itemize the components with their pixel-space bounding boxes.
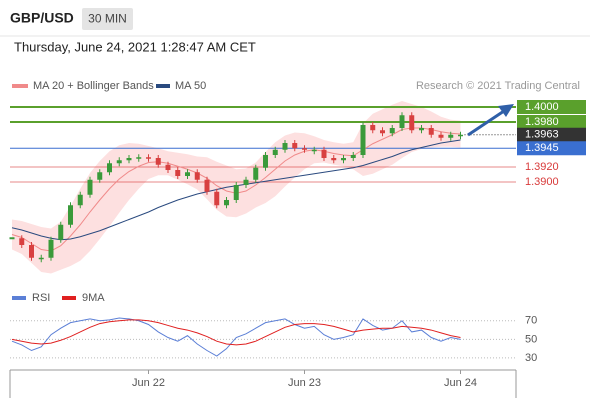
candle <box>107 163 112 173</box>
datetime: Thursday, June 24, 2021 1:28:47 AM CET <box>14 39 256 54</box>
level-box <box>517 100 586 114</box>
candle <box>360 125 366 155</box>
candle <box>38 257 44 260</box>
legend-label: MA 50 <box>175 80 206 92</box>
candle <box>194 172 200 180</box>
candle <box>380 130 385 134</box>
candle <box>292 143 298 149</box>
candle <box>243 179 249 185</box>
level-label: 1.3980 <box>525 116 559 128</box>
legend-label: MA 20 + Bollinger Bands <box>33 80 154 92</box>
y-tick-label: 50 <box>525 333 537 345</box>
candle <box>428 128 434 135</box>
candle <box>253 167 259 180</box>
x-tick-label: Jun 22 <box>132 377 165 389</box>
x-tick-label: Jun 23 <box>288 377 321 389</box>
candle <box>77 194 83 206</box>
candle <box>175 170 181 176</box>
candle <box>224 200 229 206</box>
interval: 30 MIN <box>88 12 127 26</box>
credit: Research © 2021 Trading Central <box>416 80 580 92</box>
level-box <box>517 115 586 129</box>
level-label: 1.3945 <box>525 142 559 154</box>
candle <box>399 115 405 128</box>
candle <box>185 172 190 176</box>
series-line <box>11 317 461 357</box>
candle <box>68 205 73 225</box>
candle <box>370 125 376 131</box>
candle <box>87 179 93 195</box>
y-tick-label: 70 <box>525 315 537 327</box>
candle <box>389 128 395 134</box>
candle <box>321 149 327 158</box>
legend-label: RSI <box>32 292 50 304</box>
level-label: 1.3920 <box>525 161 559 173</box>
level-label: 1.3963 <box>525 129 559 141</box>
candle <box>165 164 171 170</box>
x-tick-label: Jun 24 <box>444 377 477 389</box>
candle <box>302 148 307 150</box>
candle <box>48 239 54 258</box>
candle <box>155 158 161 165</box>
candle <box>146 157 151 159</box>
candle <box>341 158 346 161</box>
candle <box>204 179 210 192</box>
candle <box>448 134 454 138</box>
level-label: 1.3900 <box>525 176 559 188</box>
candle <box>136 157 142 159</box>
candle <box>58 224 64 240</box>
candle <box>282 143 288 150</box>
legend-label: 9MA <box>82 292 105 304</box>
symbol: GBP/USD <box>10 10 74 26</box>
rsi-panel: RSI 9MA 30 50 70 Jun 22 Jun 23 Jun 24 <box>9 292 537 398</box>
candle <box>29 245 34 258</box>
y-tick-label: 30 <box>525 352 537 364</box>
candle <box>263 155 268 168</box>
current-price-box <box>517 127 586 142</box>
candle <box>350 155 356 158</box>
candle <box>438 134 444 138</box>
candle <box>97 172 103 180</box>
candle <box>214 191 220 206</box>
candle <box>116 160 122 164</box>
candle <box>126 158 132 161</box>
trend-arrowhead <box>498 104 514 117</box>
candle <box>409 115 415 131</box>
candle <box>233 185 239 200</box>
level-label: 1.4000 <box>525 101 559 113</box>
level-box <box>517 141 586 156</box>
series-line <box>11 319 461 346</box>
candle <box>9 237 15 240</box>
candle <box>272 149 278 155</box>
candle <box>331 158 337 161</box>
candle <box>19 238 25 245</box>
trend-arrow <box>467 109 505 137</box>
candle <box>419 128 424 131</box>
candle <box>311 149 317 152</box>
candle <box>458 134 463 137</box>
interval-badge[interactable] <box>82 8 133 30</box>
